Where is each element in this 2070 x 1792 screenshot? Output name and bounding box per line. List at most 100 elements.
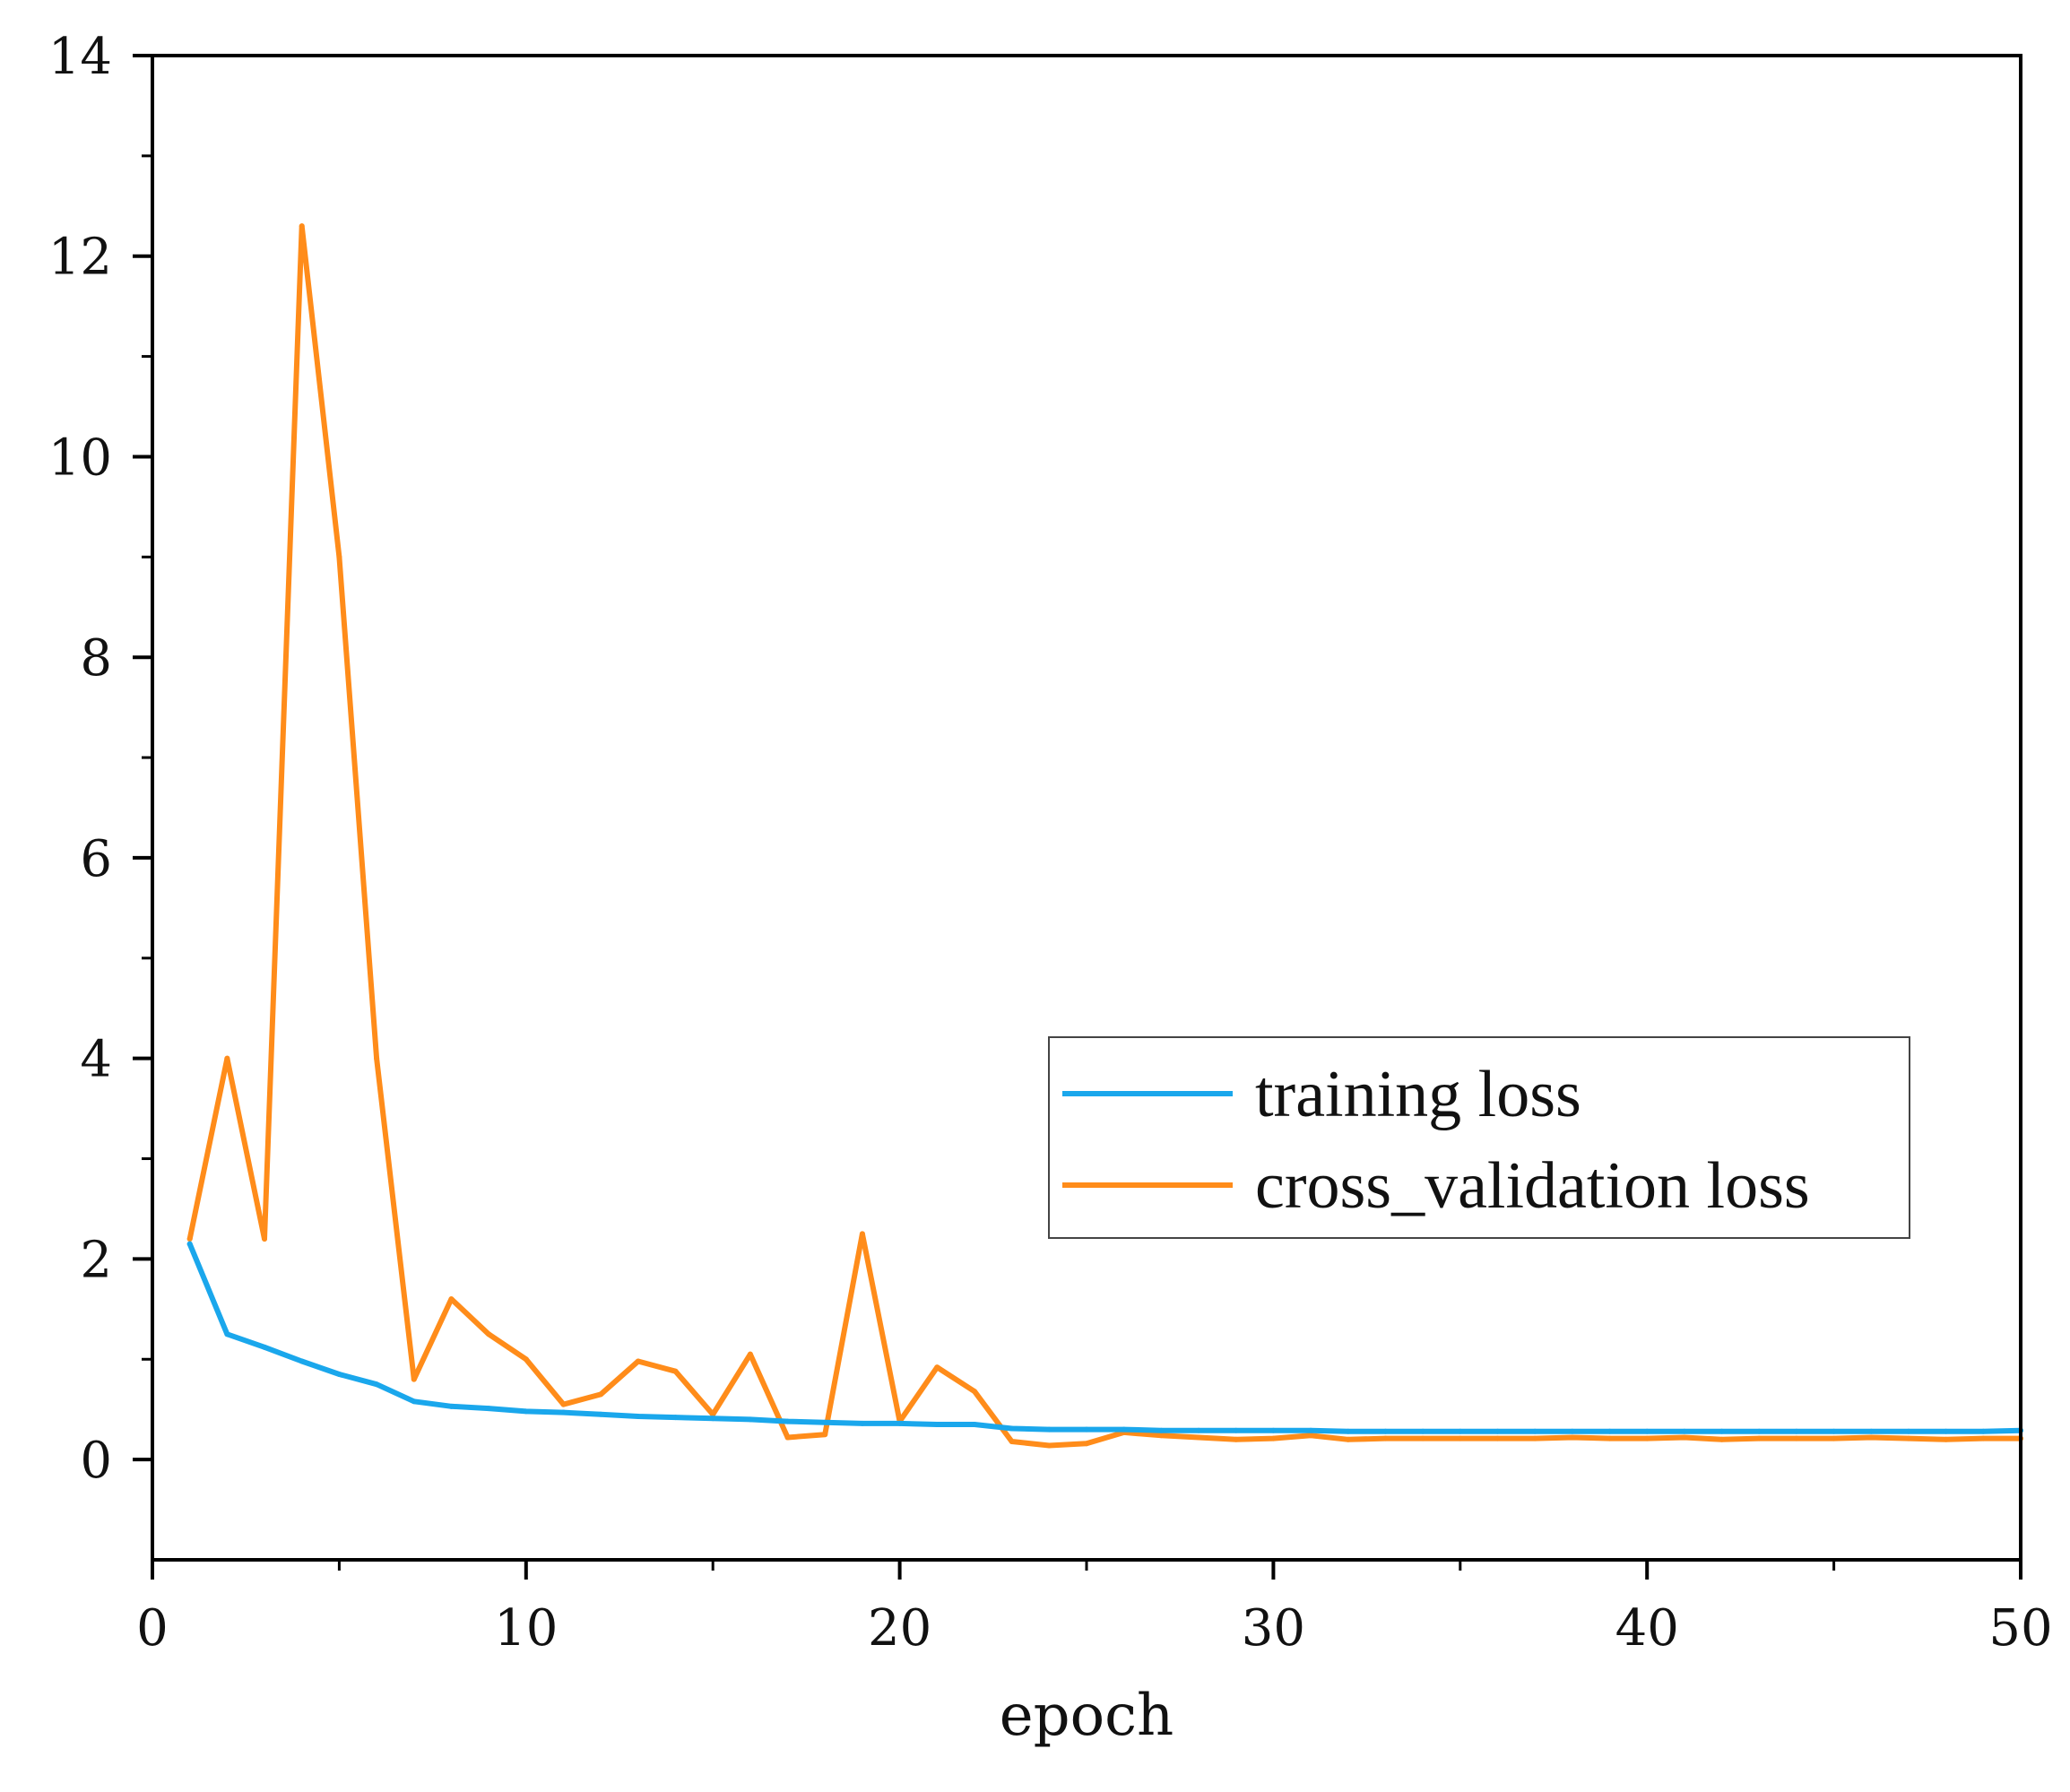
cross-validation-loss-point-38: [1569, 1434, 1575, 1441]
cross-validation-loss-point-49: [1980, 1435, 1987, 1441]
training-loss-point-20: [896, 1420, 903, 1426]
training-loss-point-8: [448, 1403, 455, 1409]
cross-validation-loss-point-39: [1607, 1435, 1613, 1441]
training-loss-point-10: [523, 1408, 529, 1415]
cross-validation-loss-point-12: [598, 1391, 604, 1398]
cross-validation-loss-point-32: [1345, 1436, 1351, 1442]
cross-validation-loss-point-27: [1158, 1433, 1165, 1439]
cross-validation-loss-point-45: [1831, 1435, 1837, 1441]
y-tick-label-12: 12: [48, 229, 112, 287]
cross-validation-loss-point-21: [934, 1364, 940, 1371]
training-loss-point-19: [859, 1420, 865, 1426]
training-loss-point-46: [1868, 1428, 1875, 1434]
training-loss-point-30: [1270, 1427, 1277, 1433]
cross-validation-loss-point-33: [1382, 1435, 1389, 1441]
cross-validation-loss-point-23: [1009, 1438, 1015, 1444]
training-loss-point-41: [1681, 1428, 1687, 1434]
cross-validation-loss-point-18: [822, 1432, 828, 1438]
series-line-training-loss: [186, 1241, 2023, 1434]
training-loss-point-27: [1158, 1427, 1165, 1433]
training-loss-point-49: [1980, 1428, 1987, 1434]
cross-validation-loss-point-47: [1905, 1435, 1911, 1441]
cross-validation-loss-point-2: [224, 1055, 230, 1061]
cross-validation-loss-point-16: [747, 1351, 753, 1357]
cross-validation-loss-point-40: [1644, 1435, 1650, 1441]
training-loss-point-34: [1420, 1428, 1426, 1434]
cross-validation-loss-point-3: [262, 1236, 268, 1242]
training-loss-point-39: [1607, 1428, 1613, 1434]
y-tick-label-14: 14: [48, 28, 112, 86]
training-loss-point-48: [1943, 1428, 1949, 1434]
cross-validation-loss-point-9: [486, 1331, 492, 1338]
cross-validation-loss-point-36: [1494, 1435, 1501, 1441]
x-tick-label-40: 40: [1615, 1599, 1679, 1658]
training-loss-point-14: [672, 1415, 679, 1421]
cross-validation-loss-point-24: [1046, 1442, 1052, 1449]
x-tick-label-20: 20: [868, 1599, 931, 1658]
training-loss-point-24: [1046, 1426, 1052, 1433]
legend-label-training: training loss: [1255, 1058, 1581, 1131]
training-loss-point-3: [262, 1344, 268, 1350]
cross-validation-loss-point-7: [411, 1376, 417, 1382]
training-loss-point-28: [1196, 1427, 1202, 1433]
plot-frame: [151, 54, 2022, 1562]
y-tick-label-0: 0: [80, 1432, 112, 1490]
training-loss-point-12: [598, 1411, 604, 1417]
cross-validation-loss-point-35: [1457, 1435, 1463, 1441]
ticks-layer: 0 10 20 30 40 50 0 2 4 6 8 10 12 14: [48, 28, 2053, 1658]
training-loss-point-29: [1233, 1427, 1239, 1433]
cross-validation-loss-point-6: [374, 1055, 380, 1061]
legend: training loss cross_validation loss: [1048, 1036, 1910, 1239]
training-loss-point-21: [934, 1421, 940, 1427]
training-loss-point-47: [1905, 1428, 1911, 1434]
cross-validation-loss-point-48: [1943, 1436, 1949, 1442]
training-loss-point-25: [1084, 1426, 1089, 1433]
x-tick-label-50: 50: [1988, 1599, 2052, 1658]
training-loss-point-42: [1719, 1428, 1725, 1434]
cross-validation-loss-point-43: [1756, 1435, 1763, 1441]
cross-validation-loss-point-19: [859, 1231, 865, 1237]
cross-validation-loss-point-29: [1233, 1436, 1239, 1442]
series-layer: [186, 223, 2023, 1449]
cross-validation-loss-point-41: [1681, 1434, 1687, 1441]
training-loss-point-1: [186, 1241, 193, 1247]
training-loss-point-45: [1831, 1428, 1837, 1434]
cross-validation-loss-point-25: [1084, 1441, 1089, 1447]
training-loss-point-13: [635, 1414, 641, 1420]
cross-validation-loss-point-37: [1532, 1435, 1538, 1441]
y-tick-label-10: 10: [48, 429, 112, 487]
series-line-cross-validation-loss: [186, 223, 2023, 1449]
cross-validation-loss-point-14: [672, 1368, 679, 1374]
training-loss-point-6: [374, 1381, 380, 1388]
training-loss-point-44: [1793, 1428, 1799, 1434]
x-tick-label-30: 30: [1242, 1599, 1305, 1658]
training-loss-point-32: [1345, 1428, 1351, 1434]
cross-validation-loss-point-31: [1308, 1433, 1314, 1439]
training-loss-point-16: [747, 1416, 753, 1423]
cross-validation-loss-point-13: [635, 1358, 641, 1364]
training-loss-point-4: [299, 1358, 305, 1364]
training-loss-point-22: [971, 1421, 977, 1427]
x-tick-label-10: 10: [494, 1599, 558, 1658]
cross-validation-loss-point-42: [1719, 1436, 1725, 1442]
training-loss-point-35: [1457, 1428, 1463, 1434]
y-tick-label-6: 6: [80, 830, 112, 888]
cross-validation-loss-point-10: [523, 1356, 529, 1363]
cross-validation-loss-point-4: [299, 223, 305, 229]
training-loss-point-23: [1009, 1425, 1015, 1432]
cross-validation-loss-point-5: [336, 554, 342, 560]
y-tick-label-8: 8: [80, 629, 112, 688]
cross-validation-loss-point-1: [186, 1236, 193, 1242]
training-loss-point-18: [822, 1419, 828, 1425]
training-loss-point-40: [1644, 1428, 1650, 1434]
training-loss-point-15: [710, 1415, 716, 1422]
cross-validation-loss-point-8: [448, 1296, 455, 1303]
legend-box: [1048, 1036, 1910, 1239]
training-loss-point-37: [1532, 1428, 1538, 1434]
training-loss-point-2: [224, 1331, 230, 1338]
cross-validation-loss-point-30: [1270, 1435, 1277, 1441]
cross-validation-loss-point-11: [560, 1401, 567, 1407]
cross-validation-loss-point-34: [1420, 1435, 1426, 1441]
